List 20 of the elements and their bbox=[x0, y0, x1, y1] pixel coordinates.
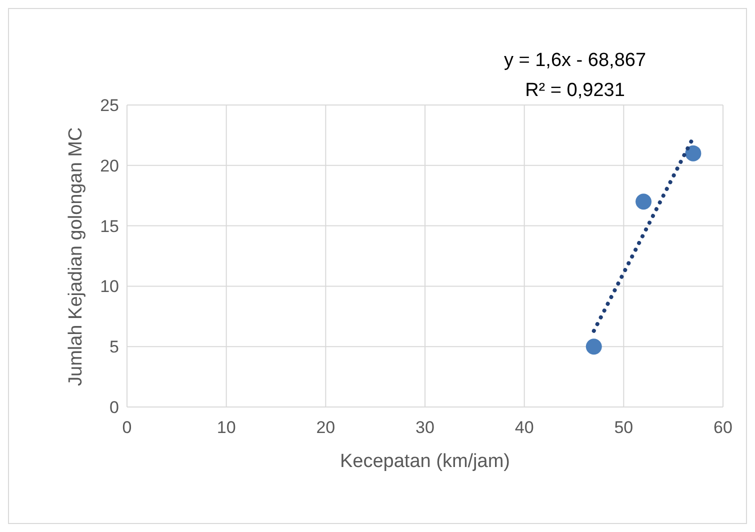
y-tick-label: 10 bbox=[100, 277, 119, 296]
y-tick-label: 15 bbox=[100, 216, 119, 236]
x-tick-label: 50 bbox=[614, 418, 634, 438]
x-tick-label: 40 bbox=[514, 418, 534, 438]
y-tick-label: 20 bbox=[100, 156, 119, 176]
y-tick-label: 5 bbox=[110, 338, 119, 357]
y-tick-label: 25 bbox=[100, 96, 119, 116]
x-tick-label: 0 bbox=[122, 418, 132, 438]
x-tick-label: 20 bbox=[316, 418, 336, 438]
point bbox=[586, 338, 602, 355]
text: y = 1,6x - 68,867 bbox=[502, 50, 648, 72]
x-tick-label: 30 bbox=[416, 418, 434, 438]
text: R² = 0,9231 bbox=[524, 80, 626, 102]
y-axis-title: Jumlah Kejadian golongan MC bbox=[66, 127, 87, 386]
point bbox=[636, 194, 652, 210]
y-tick-label: 0 bbox=[110, 398, 119, 418]
point bbox=[685, 145, 702, 162]
x-axis-title: Kecepatan (km/jam) bbox=[340, 451, 510, 472]
x-tick-label: 10 bbox=[216, 418, 236, 438]
x-tick-label: 60 bbox=[714, 418, 732, 438]
